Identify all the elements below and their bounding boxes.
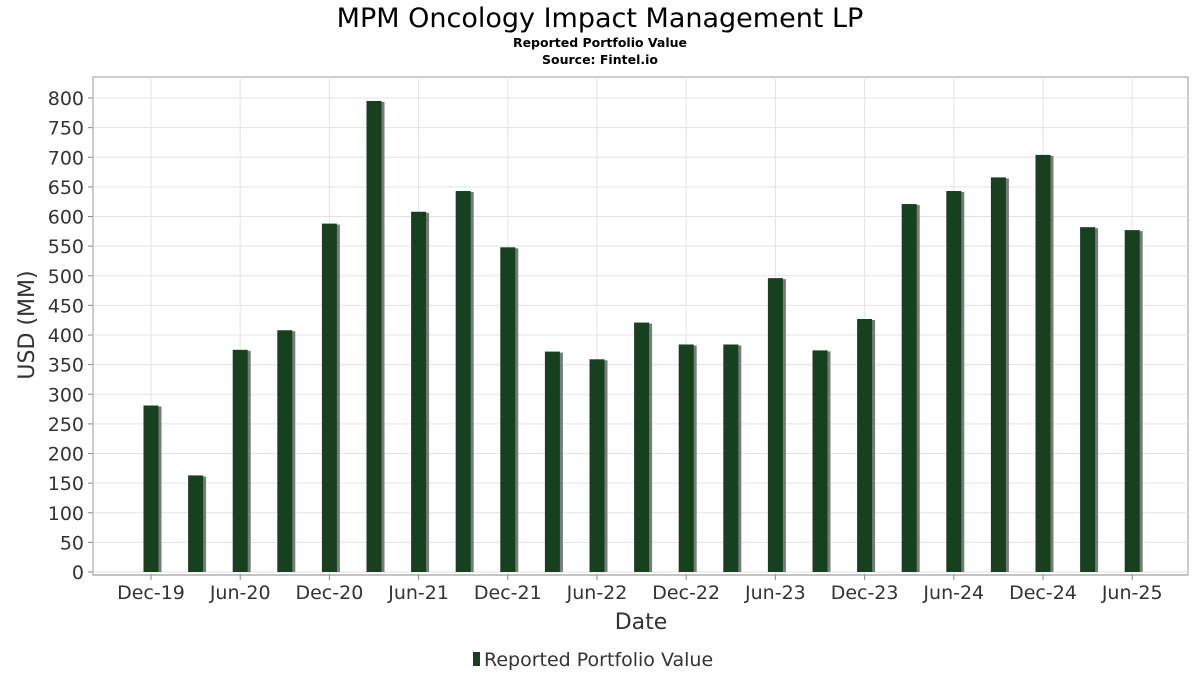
y-tick-label: 350 — [48, 355, 84, 377]
x-tick-label: Dec-24 — [1009, 582, 1077, 604]
bar — [767, 278, 783, 572]
bar — [366, 100, 382, 573]
bar — [990, 177, 1006, 572]
bar — [411, 211, 427, 572]
x-axis-title: Date — [615, 610, 668, 635]
y-axis-ticks: 0 50 100 150 200 250 300 350 400 450 500 550 600 650 7… — [48, 88, 93, 584]
chart-subtitle: Reported Portfolio Value — [513, 35, 687, 50]
bar — [1035, 154, 1051, 572]
bar — [678, 344, 694, 572]
y-tick-label: 800 — [48, 88, 84, 110]
y-tick-label: 600 — [48, 207, 84, 229]
bar — [1080, 227, 1096, 573]
x-tick-label: Jun-24 — [922, 582, 984, 604]
bar — [277, 330, 293, 572]
bar — [634, 322, 650, 572]
legend-label: Reported Portfolio Value — [484, 649, 713, 671]
bars — [143, 100, 1143, 573]
bar — [946, 191, 962, 572]
x-tick-label: Dec-22 — [652, 582, 720, 604]
y-tick-label: 250 — [48, 414, 84, 436]
bar — [723, 344, 739, 572]
chart-source: Source: Fintel.io — [542, 52, 658, 67]
x-tick-label: Jun-20 — [209, 582, 271, 604]
bar — [589, 359, 605, 572]
y-tick-label: 300 — [48, 384, 84, 406]
y-tick-label: 400 — [48, 325, 84, 347]
x-tick-label: Dec-20 — [295, 582, 363, 604]
y-axis-title: USD (MM) — [15, 270, 40, 379]
x-tick-label: Jun-23 — [744, 582, 806, 604]
bar — [455, 191, 471, 572]
y-tick-label: 550 — [48, 236, 84, 258]
x-tick-label: Jun-25 — [1101, 582, 1163, 604]
bar — [857, 319, 873, 572]
y-tick-label: 500 — [48, 266, 84, 288]
x-tick-label: Jun-21 — [387, 582, 449, 604]
x-tick-label: Dec-23 — [831, 582, 899, 604]
bar — [812, 350, 828, 572]
bar — [1124, 230, 1140, 572]
y-tick-label: 650 — [48, 177, 84, 199]
legend-swatch — [473, 652, 480, 666]
y-tick-label: 700 — [48, 147, 84, 169]
x-tick-label: Dec-21 — [474, 582, 542, 604]
x-axis-ticks: Dec-19 Jun-20 Dec-20 Jun-21 Dec-21 Jun-22 Dec-… — [117, 575, 1163, 604]
bar — [544, 351, 560, 572]
y-tick-label: 150 — [48, 473, 84, 495]
bar — [143, 405, 159, 572]
y-tick-label: 450 — [48, 295, 84, 317]
y-tick-label: 750 — [48, 118, 84, 140]
bar — [321, 223, 337, 573]
bar — [500, 247, 516, 572]
x-tick-label: Dec-19 — [117, 582, 185, 604]
bar — [188, 475, 204, 572]
bar — [901, 204, 917, 572]
y-tick-label: 200 — [48, 444, 84, 466]
x-tick-label: Jun-22 — [566, 582, 628, 604]
bar — [232, 349, 248, 572]
y-tick-label: 50 — [60, 532, 84, 554]
legend: Reported Portfolio Value — [473, 649, 713, 671]
y-tick-label: 100 — [48, 503, 84, 525]
chart-title: MPM Oncology Impact Management LP — [337, 3, 864, 34]
y-tick-label: 0 — [72, 562, 84, 584]
